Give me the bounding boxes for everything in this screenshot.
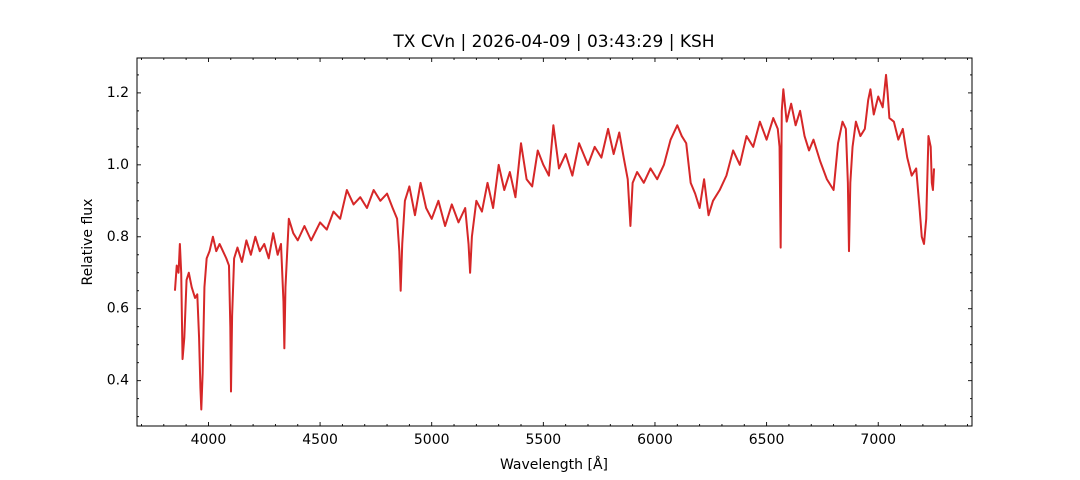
x-tick-label: 4500 — [302, 432, 338, 448]
y-axis-label: Relative flux — [80, 199, 96, 286]
spectrum-line — [173, 73, 936, 411]
x-tick-label: 4000 — [191, 432, 227, 448]
x-tick-label: 5500 — [526, 432, 562, 448]
y-tick-label: 1.2 — [107, 85, 129, 101]
x-tick-label: 7000 — [860, 432, 896, 448]
chart-title: TX CVn | 2026-04-09 | 03:43:29 | KSH — [392, 32, 714, 52]
y-tick-label: 0.8 — [107, 229, 129, 245]
x-tick-label: 6000 — [637, 432, 673, 448]
x-tick-label: 6500 — [749, 432, 785, 448]
plot-area — [173, 73, 936, 411]
axes-frame — [136, 57, 973, 427]
y-tick-label: 1.0 — [107, 157, 129, 173]
x-tick-label: 5000 — [414, 432, 450, 448]
x-axis-label: Wavelength [Å] — [500, 456, 608, 473]
y-tick-label: 0.6 — [107, 301, 129, 317]
y-tick-label: 0.4 — [107, 373, 129, 389]
